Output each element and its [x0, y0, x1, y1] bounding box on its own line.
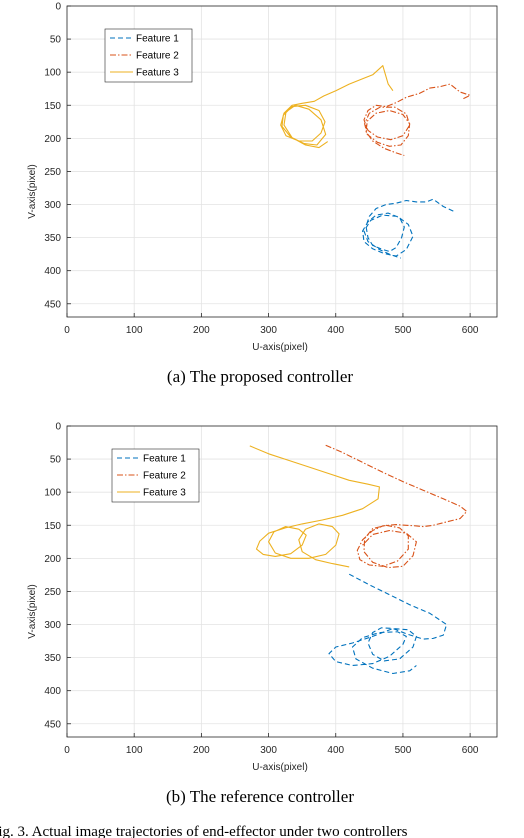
panel-a-subcaption: (a) The proposed controller	[167, 367, 353, 386]
panel-a-y-tick-label: 450	[44, 299, 61, 310]
panel-a: 0 100 200 300 400 500 600 0 50 100 150 200 250 300 350…	[27, 2, 498, 386]
panel-b-y-tick-label: 100	[44, 488, 61, 499]
panel-b-legend-label-feature-3: Feature 3	[143, 488, 186, 499]
panel-b-y-tick-label: 450	[44, 719, 61, 730]
panel-b-y-tick-label: 250	[44, 587, 61, 598]
panel-b-series-feature-2-line	[325, 444, 468, 569]
panel-a-legend-label-feature-1: Feature 1	[136, 34, 179, 45]
panel-b-y-tick-label: 300	[44, 620, 61, 631]
panel-a-x-axis-label: U-axis(pixel)	[252, 342, 308, 353]
panel-a-y-tick-label: 100	[44, 68, 61, 79]
plots-layer: 0 100 200 300 400 500 600050100150200250300350…	[27, 2, 498, 806]
panel-a-y-tick-label: 250	[44, 167, 61, 178]
panel-b-y-tick-label: 350	[44, 653, 61, 664]
panel-b-legend: Feature 1 Feature 2 Feature 3	[111, 448, 200, 503]
panel-b: 0 100 200 300 400 500 600 0 50 100 150 200 250 300 350…	[27, 422, 498, 806]
panel-b-x-tick-label: 500	[395, 745, 412, 756]
figure-caption: Fig. 3. Actual image trajectories of end…	[0, 824, 408, 838]
panel-a-x-tick-label: 0	[64, 325, 70, 336]
panel-b-axes-box	[66, 425, 498, 738]
panel-a-axes-box	[66, 5, 498, 318]
panel-a-series-feature-3-line	[280, 65, 394, 149]
panel-b-x-tick-label: 0	[64, 745, 70, 756]
panel-b-y-tick-label: 400	[44, 686, 61, 697]
panel-b-x-axis-label: U-axis(pixel)	[252, 762, 308, 773]
panel-a-y-axis-label: V-axis(pixel)	[27, 164, 38, 218]
panel-a-y-tick-label: 350	[44, 233, 61, 244]
panel-a-x-tick-label: 400	[327, 325, 344, 336]
panel-a-series-feature-1-line	[362, 198, 454, 259]
panel-b-y-tick-label: 0	[55, 422, 61, 433]
panel-b-legend-label-feature-2: Feature 2	[143, 471, 186, 482]
panel-a-y-tick-label: 300	[44, 200, 61, 211]
panel-b-x-tick-label: 200	[193, 745, 210, 756]
panel-b-y-tick-label: 200	[44, 554, 61, 565]
panel-a-y-tick-label: 0	[55, 2, 61, 13]
panel-b-series-feature-3-line	[249, 445, 380, 568]
panel-b-x-tick-label: 400	[327, 745, 344, 756]
panel-a-x-tick-label: 600	[462, 325, 479, 336]
panel-a-y-tick-label: 400	[44, 266, 61, 277]
panel-a-y-tick-label: 150	[44, 101, 61, 112]
panel-b-legend-label-feature-1: Feature 1	[143, 454, 186, 465]
panel-b-y-axis-label: V-axis(pixel)	[27, 584, 38, 638]
panel-a-x-tick-label: 500	[395, 325, 412, 336]
panel-b-y-tick-label: 50	[50, 455, 62, 466]
panel-a-x-tick-label: 100	[126, 325, 143, 336]
panel-b-x-tick-label: 600	[462, 745, 479, 756]
panel-a-legend: Feature 1 Feature 2 Feature 3	[104, 28, 193, 83]
panel-a-legend-label-feature-3: Feature 3	[136, 68, 179, 79]
panel-a-x-tick-label: 300	[260, 325, 277, 336]
panel-b-y-tick-label: 150	[44, 521, 61, 532]
panel-b-x-tick-label: 100	[126, 745, 143, 756]
panel-a-x-tick-label: 200	[193, 325, 210, 336]
panel-a-y-tick-label: 50	[50, 35, 62, 46]
panel-a-legend-label-feature-2: Feature 2	[136, 51, 179, 62]
panel-a-y-tick-label: 200	[44, 134, 61, 145]
panel-b-subcaption: (b) The reference controller	[166, 787, 354, 806]
panel-a-series-feature-2-line	[363, 83, 471, 157]
panel-b-x-tick-label: 300	[260, 745, 277, 756]
